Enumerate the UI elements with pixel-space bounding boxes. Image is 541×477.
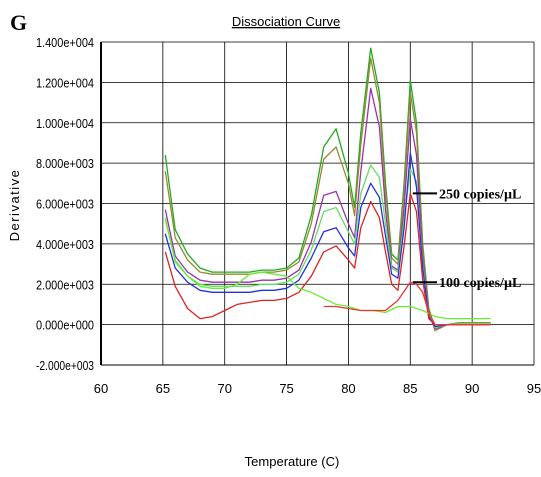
x-tick-label: 60	[94, 381, 108, 396]
series-group	[164, 47, 491, 332]
y-tick-label: 2.000e+003	[36, 277, 94, 292]
x-tick-label: 80	[341, 381, 355, 396]
x-tick-labels: 60 65 70 75 80 85 90 95	[94, 381, 541, 396]
y-tick-labels: 1.400e+004 1.200e+004 1.000e+004 8.000e+003…	[36, 35, 94, 373]
y-tick-label: 8.000e+003	[36, 156, 94, 171]
y-tick-label: 4.000e+003	[36, 237, 94, 252]
y-tick-label: 1.200e+004	[36, 75, 94, 90]
y-tick-label: 0.000e+000	[36, 318, 94, 333]
x-tick-label: 85	[403, 381, 417, 396]
x-tick-label: 75	[279, 381, 293, 396]
annotations: 250 copies/µL 100 copies/µL	[412, 187, 521, 291]
y-tick-label: 1.000e+004	[36, 116, 94, 131]
axes	[100, 42, 534, 366]
y-tick-label: 1.400e+004	[36, 35, 94, 50]
series-line	[164, 217, 491, 320]
y-tick-label: 6.000e+003	[36, 197, 94, 212]
x-tick-label: 95	[527, 381, 541, 396]
x-tick-label: 70	[217, 381, 231, 396]
grid	[101, 41, 535, 365]
series-line	[164, 152, 491, 328]
y-tick-label: -2.000e+003	[36, 358, 94, 373]
x-tick-label: 90	[465, 381, 479, 396]
series-line	[323, 281, 491, 326]
annotation-label: 250 copies/µL	[439, 187, 521, 202]
x-tick-label: 65	[156, 381, 170, 396]
x-axis-label: Temperature (C)	[245, 454, 340, 469]
chart-title: Dissociation Curve	[232, 14, 340, 29]
annotation-label: 100 copies/µL	[439, 276, 521, 291]
panel-letter: G	[10, 10, 27, 35]
y-axis-label: Derivative	[7, 169, 22, 242]
